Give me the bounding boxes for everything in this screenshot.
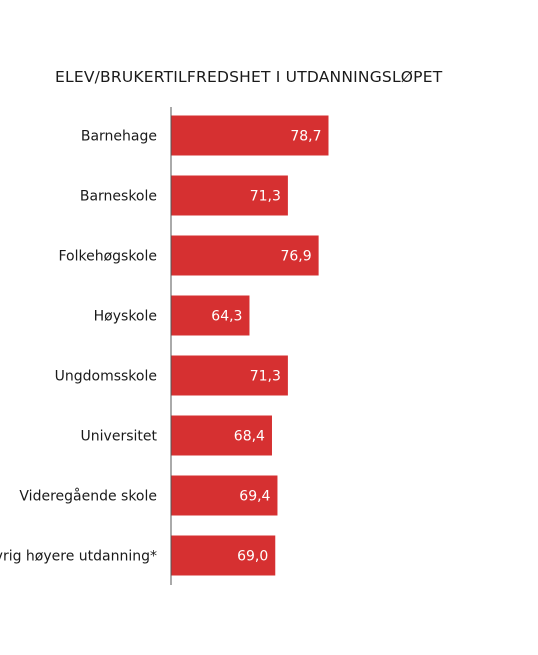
value-label: 76,9 xyxy=(280,249,311,265)
bar-barneskole xyxy=(171,175,288,216)
value-label: 68,4 xyxy=(234,429,265,445)
value-label: 64,3 xyxy=(211,309,242,325)
category-label: Videregående skole xyxy=(19,488,157,505)
chart-title: ELEV/BRUKERTILFREDSHET I UTDANNINGSLØPET xyxy=(55,68,443,86)
value-label: 71,3 xyxy=(250,189,281,205)
bar-barnehage xyxy=(171,115,329,156)
category-label: Barneskole xyxy=(80,189,157,205)
bar--vrig-h-yere-utdanning xyxy=(171,535,276,576)
bar-ungdomsskole xyxy=(171,355,288,396)
bar-universitet xyxy=(171,415,272,456)
category-label: Folkehøgskole xyxy=(58,249,157,265)
category-label: Høyskole xyxy=(94,309,157,325)
category-label: Øvrig høyere utdanning* xyxy=(0,549,157,565)
bar-h-yskole xyxy=(171,295,250,336)
value-label: 78,7 xyxy=(290,129,321,145)
category-label: Universitet xyxy=(81,429,158,445)
bars-layer: Barnehage 78,7 Barneskole 71,3 Folkehøgskole… xyxy=(0,115,329,576)
value-label: 69,0 xyxy=(237,549,268,565)
value-label: 71,3 xyxy=(250,369,281,385)
category-label: Barnehage xyxy=(81,129,157,145)
bar-folkeh-gskole xyxy=(171,235,319,276)
bar-videreg-ende-skole xyxy=(171,475,278,516)
value-label: 69,4 xyxy=(239,489,270,505)
category-label: Ungdomsskole xyxy=(55,369,157,385)
